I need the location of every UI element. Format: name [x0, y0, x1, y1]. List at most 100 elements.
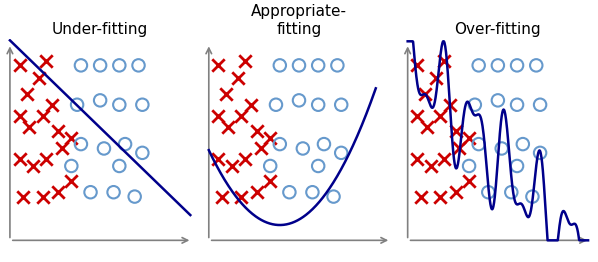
Point [532, 63, 541, 67]
Point [464, 135, 474, 140]
Title: Under-fitting: Under-fitting [52, 21, 148, 37]
Point [497, 146, 507, 151]
Point [42, 59, 51, 63]
Title: Appropriate-
fitting: Appropriate- fitting [251, 4, 347, 37]
Point [329, 194, 338, 199]
Point [86, 190, 95, 194]
Point [313, 164, 323, 168]
Point [221, 92, 231, 96]
Point [130, 194, 139, 199]
Point [294, 98, 304, 102]
Point [470, 103, 480, 107]
Point [76, 63, 86, 67]
Point [227, 164, 237, 168]
Point [47, 103, 57, 107]
Point [38, 194, 47, 199]
Point [99, 146, 109, 151]
Point [266, 179, 275, 183]
Point [237, 194, 246, 199]
Point [440, 59, 449, 63]
Point [435, 194, 445, 199]
Point [19, 194, 28, 199]
Point [420, 92, 430, 96]
Point [66, 179, 76, 183]
Point [426, 164, 435, 168]
Point [337, 151, 346, 155]
Point [416, 194, 426, 199]
Point [95, 63, 105, 67]
Point [76, 142, 86, 146]
Point [240, 157, 250, 161]
Point [518, 142, 527, 146]
Point [15, 113, 25, 118]
Point [240, 59, 250, 63]
Point [138, 103, 147, 107]
Point [115, 164, 124, 168]
Point [271, 103, 280, 107]
Point [246, 103, 256, 107]
Point [213, 157, 223, 161]
Point [512, 164, 522, 168]
Point [233, 77, 242, 81]
Point [42, 157, 51, 161]
Point [53, 129, 63, 133]
Point [319, 142, 329, 146]
Point [53, 190, 63, 194]
Title: Over-fitting: Over-fitting [454, 21, 541, 37]
Point [535, 103, 545, 107]
Point [213, 63, 223, 67]
Point [275, 142, 285, 146]
Point [493, 63, 503, 67]
Point [28, 164, 38, 168]
Point [464, 179, 474, 183]
Point [413, 157, 422, 161]
Point [34, 77, 44, 81]
Point [413, 113, 422, 118]
Point [294, 63, 304, 67]
Point [66, 135, 76, 140]
Point [435, 113, 445, 118]
Point [115, 103, 124, 107]
Point [512, 63, 522, 67]
Point [493, 98, 503, 102]
Point [337, 103, 346, 107]
Point [332, 63, 342, 67]
Point [109, 190, 118, 194]
Point [512, 103, 522, 107]
Point [275, 63, 285, 67]
Point [313, 63, 323, 67]
Point [22, 92, 32, 96]
Point [422, 124, 432, 129]
Point [307, 190, 317, 194]
Point [134, 63, 144, 67]
Point [25, 124, 34, 129]
Point [432, 77, 441, 81]
Point [66, 164, 76, 168]
Point [256, 146, 266, 151]
Point [413, 63, 422, 67]
Point [464, 164, 474, 168]
Point [266, 164, 275, 168]
Point [484, 190, 493, 194]
Point [527, 194, 537, 199]
Point [451, 129, 460, 133]
Point [15, 63, 25, 67]
Point [115, 63, 124, 67]
Point [474, 142, 483, 146]
Point [95, 98, 105, 102]
Point [266, 135, 275, 140]
Point [38, 113, 47, 118]
Point [57, 146, 66, 151]
Point [313, 103, 323, 107]
Point [445, 103, 454, 107]
Point [454, 146, 464, 151]
Point [440, 157, 449, 161]
Point [223, 124, 233, 129]
Point [252, 190, 261, 194]
Point [285, 190, 294, 194]
Point [15, 157, 25, 161]
Point [298, 146, 307, 151]
Point [507, 190, 516, 194]
Point [213, 113, 223, 118]
Point [474, 63, 483, 67]
